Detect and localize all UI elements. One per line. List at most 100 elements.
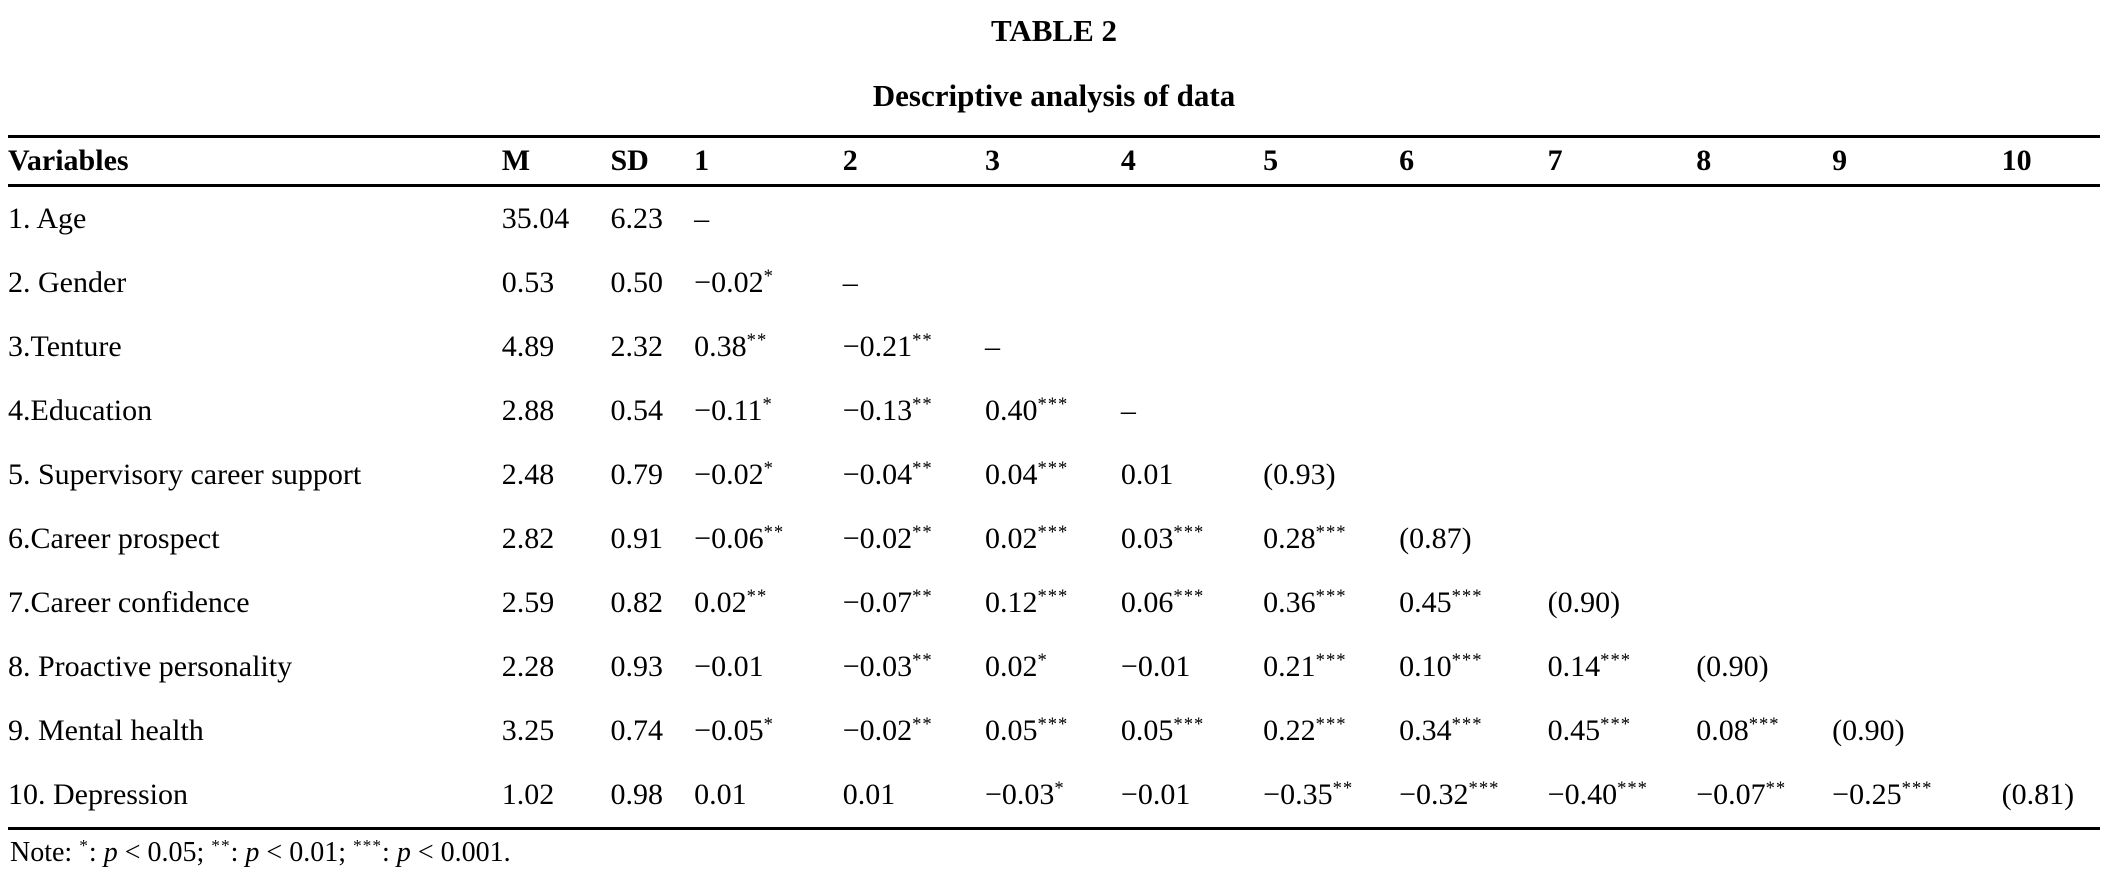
value-cell: −0.13** [842,393,933,427]
variable-cell: 5. Supervisory career support [8,458,362,491]
significance-stars: ** [912,713,933,735]
value-cell: 2.82 [501,522,555,555]
value-cell [1548,251,1697,315]
variable-cell: 3.Tenture [8,330,122,363]
value-cell [1832,507,2001,571]
significance-stars: *** [1315,585,1347,607]
value-cell: 0.28*** [1263,521,1347,555]
value-cell: 0.82 [610,586,663,619]
value-cell: 0.02** [694,585,768,619]
value-cell [1832,635,2001,699]
value-cell [1696,251,1832,315]
value-cell [1399,251,1548,315]
column-header-2: 2 [842,136,985,187]
value-cell: (0.90) [1696,650,1769,683]
value-cell: −0.11* [694,393,773,427]
value-cell: 3.25 [501,714,555,747]
value-cell [2002,379,2100,443]
value-cell: −0.01 [1120,650,1191,683]
value-cell [1548,186,1697,252]
value-cell: 0.98 [610,778,663,811]
variable-cell: 9. Mental health [8,714,204,747]
significance-stars: ** [912,649,933,671]
value-cell [1832,571,2001,635]
value-cell: (0.93) [1263,458,1336,491]
value-cell: 0.03*** [1120,521,1205,555]
significance-stars: * [763,265,774,287]
value-cell: 0.91 [610,522,663,555]
value-cell [2002,571,2100,635]
value-cell: 0.93 [610,650,663,683]
value-cell [1696,186,1832,252]
significance-stars: * [1037,649,1048,671]
column-header-sd: SD [610,136,695,187]
significance-stars: ** [1765,777,1787,799]
table-row: 2. Gender 0.53 0.50 −0.02* – [8,251,2100,315]
value-cell: 0.53 [501,266,555,299]
significance-stars: *** [1451,713,1483,735]
value-cell: −0.25*** [1832,777,1933,811]
table-row: 4.Education 2.88 0.54 −0.11* −0.13** 0.40*** – [8,379,2100,443]
value-cell: −0.02** [842,713,933,747]
significance-stars: *** [1173,585,1205,607]
value-cell [1832,379,2001,443]
value-cell: 0.06*** [1120,585,1205,619]
value-cell: 0.54 [610,394,663,427]
table-row: 7.Career confidence 2.59 0.82 0.02** −0.07**… [8,571,2100,635]
column-header-9: 9 [1832,136,2002,187]
value-cell [2002,635,2100,699]
variable-cell: 7.Career confidence [8,586,250,619]
value-cell [985,186,1121,252]
variable-cell: 1. Age [8,202,87,235]
significance-stars: *** [1173,521,1205,543]
significance-stars: *** [352,836,383,856]
value-cell: 2.88 [501,394,555,427]
value-cell: −0.01 [694,650,764,683]
value-cell [1121,315,1263,379]
value-cell [1548,379,1697,443]
value-cell [1399,186,1548,252]
value-cell: 0.21*** [1263,649,1347,683]
value-cell [2002,315,2100,379]
significance-stars: * [79,836,89,856]
value-cell: 0.40*** [984,393,1069,427]
value-cell [1548,443,1697,507]
value-cell: 0.05*** [1120,713,1205,747]
value-cell: −0.06** [694,521,785,555]
significance-stars: ** [746,329,768,351]
table-body: 1. Age 35.04 6.23–2. Gender 0.53 0.50 −0.02* –… [8,186,2100,829]
value-cell [1121,186,1263,252]
value-cell [1399,443,1548,507]
value-cell: 1.02 [501,778,555,811]
value-cell [2002,251,2100,315]
significance-stars: *** [1451,585,1483,607]
table-header: Variables M SD 1 2 3 4 5 6 7 8 9 10 [8,136,2100,187]
value-cell: −0.02** [842,521,933,555]
value-cell: – [842,266,858,299]
value-cell: 0.22*** [1263,713,1347,747]
value-cell: −0.03* [984,777,1065,811]
significance-stars: *** [1037,713,1069,735]
value-cell: 0.01 [694,778,747,811]
table-row: 6.Career prospect 2.82 0.91 −0.06** −0.02** 0… [8,507,2100,571]
value-cell [1548,507,1697,571]
significance-stars: ** [912,393,933,415]
value-cell: 2.32 [610,330,663,363]
column-header-6: 6 [1399,136,1548,187]
significance-stars: *** [1037,521,1069,543]
value-cell: −0.35** [1263,777,1354,811]
column-header-1: 1 [694,136,843,187]
value-cell: 0.08*** [1696,713,1780,747]
value-cell: – [1120,394,1136,427]
value-cell: 0.02*** [984,521,1069,555]
value-cell [1832,251,2001,315]
descriptive-statistics-table: Variables M SD 1 2 3 4 5 6 7 8 9 10 1. Age 35.04 6.23–… [8,135,2100,830]
value-cell: 0.02* [984,649,1048,683]
significance-stars: ** [763,521,785,543]
p-symbol: p [245,837,260,868]
value-cell: (0.90) [1547,586,1621,619]
column-header-8: 8 [1696,136,1833,187]
value-cell [1696,443,1832,507]
table-row: 8. Proactive personality 2.28 0.93 −0.01 −0.… [8,635,2100,699]
